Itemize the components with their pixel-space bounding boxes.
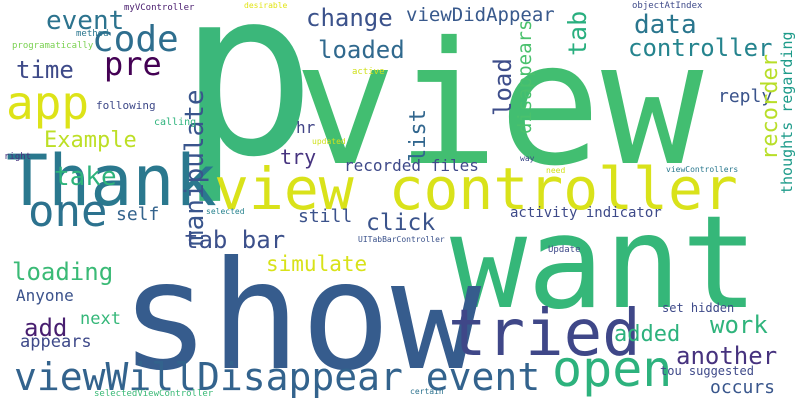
- word-next: next: [80, 309, 121, 329]
- word-objectatindex: objectAtIndex: [632, 1, 703, 11]
- word-uitabbarcontroller: UITabBarController: [358, 235, 445, 244]
- word-thoughts-regarding: thoughts regarding: [778, 31, 796, 194]
- word-desirable: desirable: [244, 1, 288, 10]
- word-updated: updated: [312, 137, 346, 146]
- word-anyone: Anyone: [16, 286, 74, 305]
- word-selected: selected: [206, 207, 245, 216]
- word-appears: appears: [20, 332, 92, 352]
- word-following: following: [96, 99, 156, 112]
- word-controller: controller: [628, 34, 773, 62]
- word-data: data: [634, 10, 697, 40]
- word-calling: calling: [154, 117, 197, 128]
- word-set-hidden: set hidden: [662, 301, 735, 315]
- word-viewwilldisappear-event: viewWillDisappear event: [14, 355, 541, 399]
- word-loaded: loaded: [318, 36, 405, 64]
- word-click: click: [366, 210, 436, 236]
- word-active: active: [352, 67, 385, 77]
- word-need: need: [546, 166, 566, 175]
- word-recorded-files: recorded files: [344, 156, 479, 175]
- word-want: want: [450, 189, 759, 338]
- word-thank: Thank: [6, 140, 217, 222]
- word-tab: tab: [563, 10, 592, 56]
- word-view: view: [294, 6, 704, 204]
- word-loading: loading: [12, 258, 114, 286]
- word-work: work: [710, 311, 768, 339]
- word-time: time: [16, 56, 74, 84]
- word-self: self: [116, 204, 160, 225]
- word-show: show: [120, 230, 482, 400]
- word-selectedviewcontroller: selectedViewController: [94, 389, 214, 399]
- word-tou-suggested: tou suggested: [660, 364, 754, 378]
- word-list: list: [406, 109, 431, 162]
- word-way: way: [520, 154, 535, 163]
- word-load: load: [489, 58, 517, 116]
- word-p: p: [178, 0, 317, 208]
- word-update: Update: [548, 245, 581, 255]
- word-another: another: [676, 342, 778, 370]
- word-try: try: [280, 145, 317, 169]
- word-event: event: [46, 6, 125, 36]
- word-viewcontrollers: viewControllers: [666, 165, 739, 174]
- word-tried: tried: [448, 297, 641, 371]
- word-added: added: [614, 322, 681, 347]
- word-method: method: [76, 29, 109, 39]
- word-myvcontroller: myVController: [124, 3, 195, 13]
- word-change: change: [306, 4, 393, 32]
- word-simulate: simulate: [266, 252, 368, 276]
- word-viewdidappear: viewDidAppear: [406, 4, 555, 26]
- word-programatically: programatically: [12, 41, 94, 51]
- word-manipulate: manipulate: [180, 89, 210, 246]
- word-one: one: [28, 186, 108, 237]
- word-occurs: occurs: [710, 377, 776, 398]
- word-certain: certain: [410, 387, 444, 396]
- word-app: app: [6, 76, 90, 130]
- word-tab-bar: tab bar: [184, 226, 286, 254]
- word-hr: hr: [296, 118, 316, 137]
- word-disappears: disappears: [514, 19, 536, 134]
- word-open: open: [552, 340, 673, 398]
- word-still: still: [298, 206, 353, 227]
- word-right: right: [4, 152, 32, 162]
- word-reply: reply: [718, 86, 773, 107]
- word-take: take: [54, 162, 117, 192]
- word-pre: pre: [104, 45, 162, 83]
- word-code: code: [92, 19, 179, 60]
- word-add: add: [24, 314, 68, 342]
- word-example: Example: [44, 128, 137, 153]
- word-activity-indicator: activity indicator: [510, 205, 662, 221]
- word-view-controller: view controller: [214, 155, 738, 223]
